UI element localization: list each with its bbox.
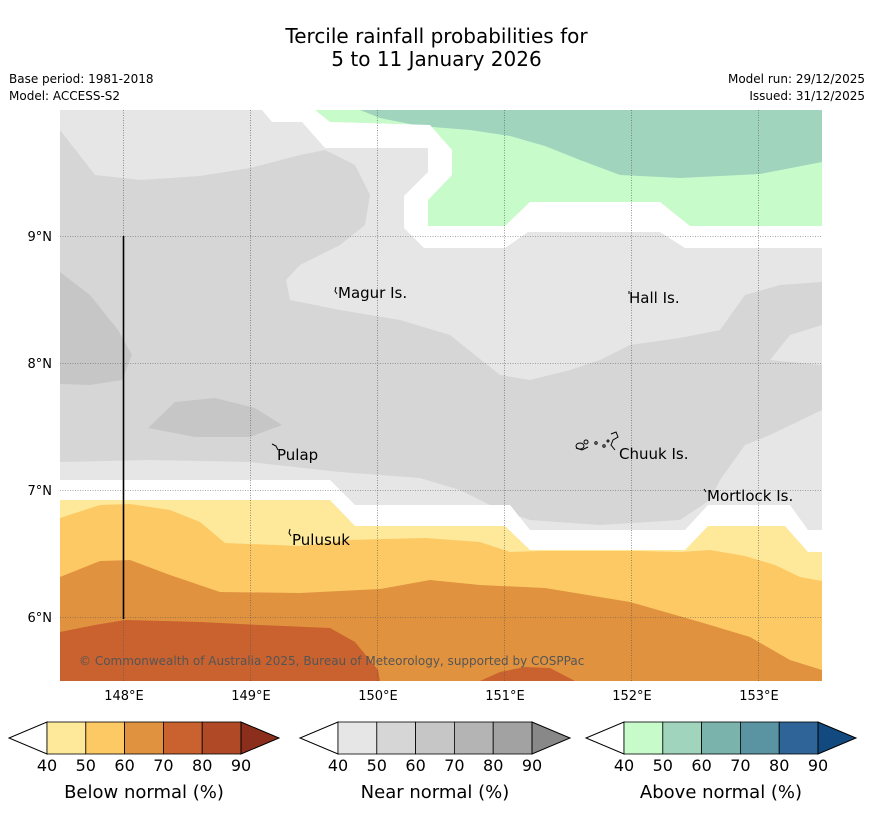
colorbar-near-segment (415, 721, 455, 755)
colorbar-above-segment (740, 721, 780, 755)
colorbar-near-segment (376, 721, 416, 755)
colorbar-below-over-triangle (240, 721, 281, 755)
colorbar-above-tick-label: 80 (769, 756, 789, 775)
lon-label-148e: 148°E (104, 689, 144, 704)
lat-label-9n: 9°N (28, 230, 53, 245)
model-text: Model: ACCESS-S2 (9, 89, 121, 103)
colorbar-above-segment (701, 721, 741, 755)
base-period-text: Base period: 1981-2018 (9, 72, 154, 86)
place-label-hall: Hall Is. (629, 289, 680, 307)
colorbar-near-tick-label: 80 (483, 756, 503, 775)
colorbar-near-normal: 40 50 60 70 80 90 Near normal (%) (298, 721, 572, 803)
colorbar-near-segment (337, 721, 378, 755)
colorbar-below-segment (46, 721, 87, 755)
colorbar-near-over-triangle (531, 721, 572, 755)
colorbar-below-tick-label: 70 (153, 756, 173, 775)
colorbar-below-tick-label: 80 (192, 756, 212, 775)
lon-label-152e: 152°E (612, 689, 652, 704)
pulusuk-island-icon (288, 528, 292, 537)
map-title-line2: 5 to 11 January 2026 (331, 47, 542, 71)
place-label-mortlock: Mortlock Is. (707, 487, 793, 505)
issued-text: Issued: 31/12/2025 (749, 89, 865, 103)
lat-axis: 9°N 8°N 7°N 6°N (28, 230, 53, 626)
magur-island-icon (334, 286, 338, 295)
colorbar-below-under-triangle (7, 721, 48, 755)
colorbar-near-tick-label: 40 (328, 756, 348, 775)
colorbar-near-segment (492, 721, 533, 755)
map-plot-area: Magur Is. Hall Is. Pulap Chuuk Is. Mortl… (60, 110, 822, 681)
colorbar-below-normal: 40 50 60 70 80 90 Below normal (%) (7, 721, 281, 803)
below-normal-70-region-east (480, 667, 575, 681)
colorbar-above-segment (778, 721, 819, 755)
colorbar-near-under-triangle (298, 721, 339, 755)
place-label-pulusuk: Pulusuk (292, 531, 350, 549)
above-normal-50-region (360, 110, 822, 178)
below-normal-70-region (60, 620, 380, 681)
place-label-pulap: Pulap (277, 446, 318, 464)
colorbar-below-segment (85, 721, 126, 755)
colorbar-near-tick-label: 70 (444, 756, 464, 775)
near-normal-60-region-west (60, 272, 132, 385)
colorbar-above-segment (662, 721, 702, 755)
lat-label-8n: 8°N (28, 357, 53, 372)
colorbar-above-tick-label: 70 (730, 756, 750, 775)
lon-label-153e: 153°E (739, 689, 779, 704)
model-run-text: Model run: 29/12/2025 (727, 72, 865, 86)
lat-label-6n: 6°N (28, 611, 53, 626)
colorbar-above-over-triangle (817, 721, 858, 755)
colorbar-above-tick-label: 90 (808, 756, 828, 775)
lon-label-149e: 149°E (231, 689, 271, 704)
lat-label-7n: 7°N (28, 484, 53, 499)
colorbar-above-tick-label: 40 (614, 756, 634, 775)
lon-label-150e: 150°E (358, 689, 398, 704)
meta-right: Model run: 29/12/2025 Issued: 31/12/2025 (728, 71, 865, 105)
colorbar-near-tick-label: 90 (522, 756, 542, 775)
pulap-island-icon (271, 443, 279, 451)
colorbar-above-under-triangle (584, 721, 625, 755)
place-label-chuuk: Chuuk Is. (619, 445, 688, 463)
map-title-line1: Tercile rainfall probabilities for (285, 24, 588, 48)
colorbar-above-tick-label: 50 (653, 756, 673, 775)
island-outlines (271, 286, 707, 537)
colorbar-near-tick-label: 60 (405, 756, 425, 775)
colorbar-near-tick-label: 50 (367, 756, 387, 775)
colorbar-above-normal: 40 50 60 70 80 90 Above normal (%) (584, 721, 858, 803)
near-normal-60-region-south (148, 398, 282, 437)
colorbar-below-tick-label: 50 (76, 756, 96, 775)
colorbar-above-title: Above normal (%) (640, 782, 802, 803)
colorbar-below-tick-label: 90 (231, 756, 251, 775)
meta-left: Base period: 1981-2018 Model: ACCESS-S2 (9, 71, 154, 105)
colorbar-near-title: Near normal (%) (361, 782, 510, 803)
colorbar-below-tick-label: 40 (37, 756, 57, 775)
colorbar-below-segment (162, 721, 203, 755)
colorbar-above-segment (623, 721, 664, 755)
colorbar-below-title: Below normal (%) (64, 782, 224, 803)
lon-label-151e: 151°E (485, 689, 525, 704)
colorbar-below-tick-label: 60 (114, 756, 134, 775)
colorbar-below-segment (124, 721, 164, 755)
colorbar-below-segment (201, 721, 242, 755)
chuuk-lagoon-icon (575, 431, 619, 451)
mortlock-island-icon (703, 488, 707, 493)
transition-band-north (262, 110, 822, 248)
lon-axis: 148°E 149°E 150°E 151°E 152°E 153°E (104, 689, 779, 704)
copyright-text: © Commonwealth of Australia 2025, Bureau… (79, 654, 584, 668)
colorbar-near-segment (453, 721, 494, 755)
place-label-magur: Magur Is. (338, 284, 407, 302)
colorbar-above-tick-label: 60 (691, 756, 711, 775)
